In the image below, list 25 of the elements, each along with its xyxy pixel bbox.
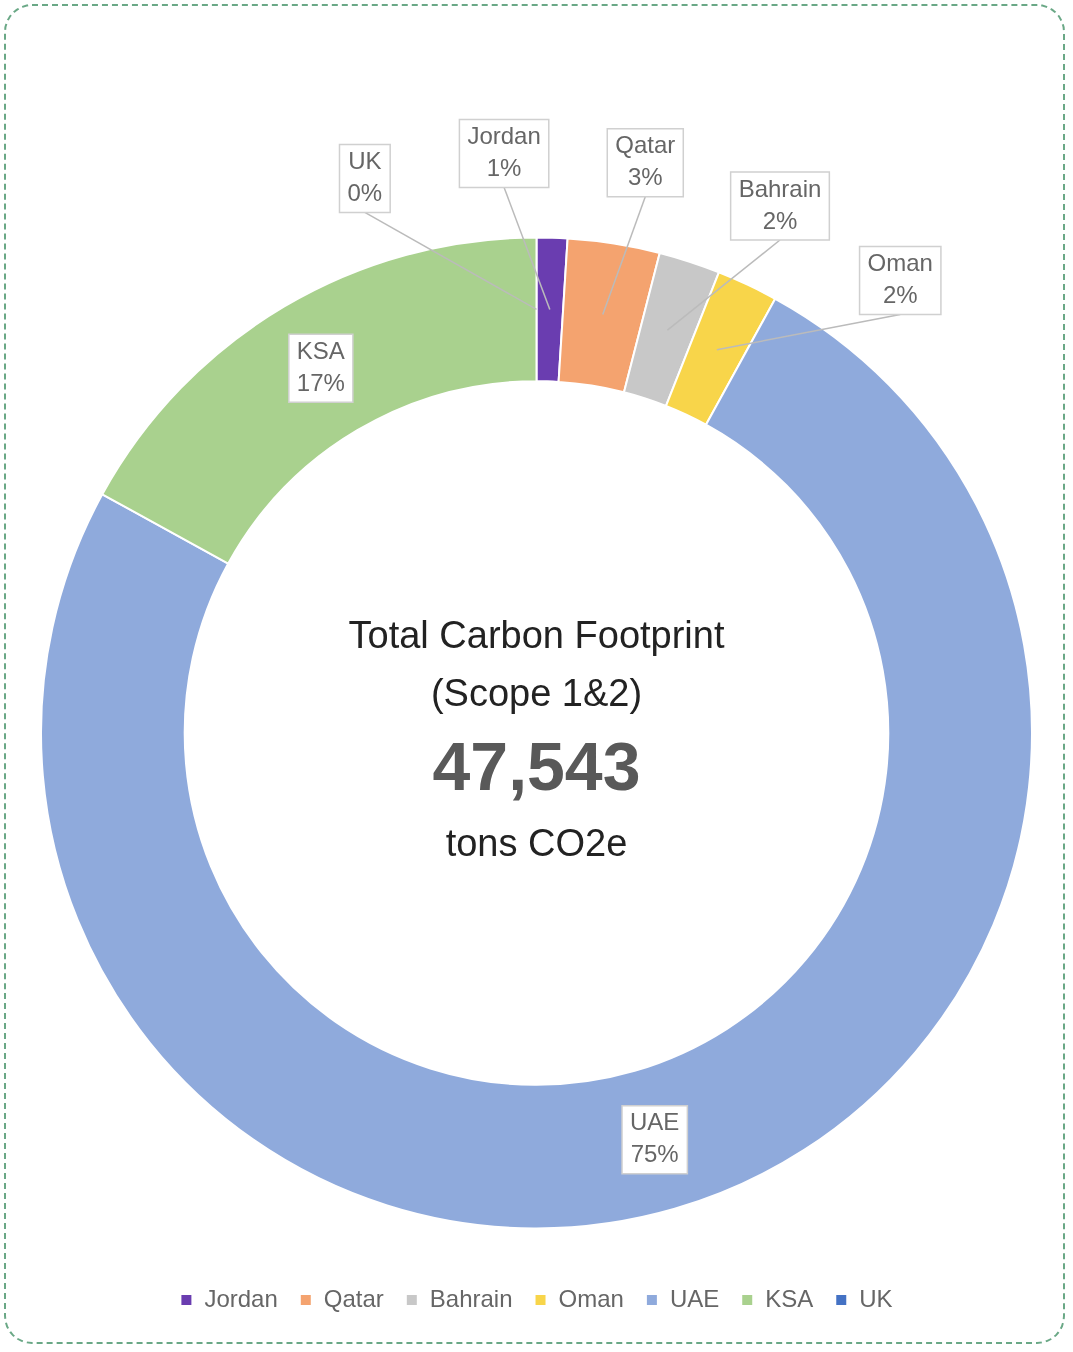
text: (Scope 1&2) <box>430 672 643 715</box>
text: Total Carbon Footprint <box>348 614 725 657</box>
slice-label: KSA <box>296 336 345 364</box>
text: 47,543 <box>432 727 641 804</box>
slice-label: UAE <box>630 1108 680 1136</box>
slice-label: Oman <box>867 249 933 277</box>
legend-label: Jordan <box>204 1284 278 1312</box>
data-label: 3% <box>627 163 663 191</box>
legend-label: Bahrain <box>429 1284 513 1312</box>
category-label: UK <box>348 147 382 175</box>
text: tons CO2e <box>445 822 628 865</box>
data-label: 2% <box>762 206 798 234</box>
slice-label: Jordan <box>467 122 541 150</box>
data-label: 2% <box>882 281 918 309</box>
legend-label: KSA <box>765 1284 814 1312</box>
text: 0% <box>347 179 383 207</box>
legend-label: Qatar <box>323 1284 384 1312</box>
data-label: 1% <box>486 154 522 182</box>
slice-label: Qatar <box>615 131 676 159</box>
slice-label: Bahrain <box>738 174 822 202</box>
legend-label: Oman <box>558 1284 624 1312</box>
data-label: 75% <box>630 1140 679 1168</box>
legend-label: UAE <box>669 1284 720 1312</box>
legend-label: UK <box>859 1284 893 1312</box>
data-label: 17% <box>296 368 345 396</box>
